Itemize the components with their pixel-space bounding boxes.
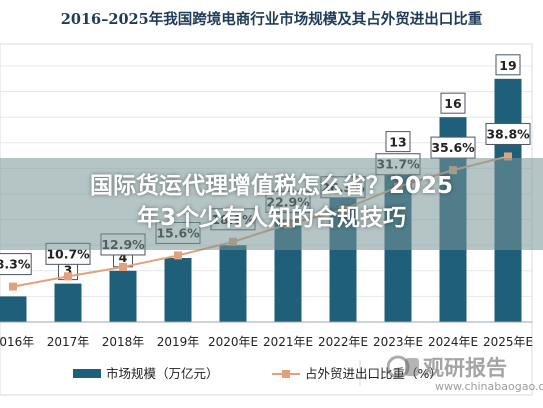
x-tick-label: 2024年E (428, 335, 478, 349)
bar-value-label: 3 (64, 263, 73, 278)
legend-bar-label: 市场规模（万亿元） (106, 366, 219, 381)
x-tick-label: 2019年 (157, 335, 200, 349)
bar-value-label: 4 (119, 250, 128, 265)
bar (0, 296, 27, 322)
legend-bar-swatch (73, 369, 101, 378)
bar (219, 245, 247, 322)
line-point (174, 251, 182, 260)
bar-value-label: 16 (444, 96, 462, 111)
bar-value-box (495, 54, 521, 76)
line-point (64, 272, 72, 281)
bar-value-label: 19 (499, 58, 516, 73)
bar-value-box (385, 131, 411, 153)
bar-value-box (440, 92, 466, 114)
bar (109, 270, 137, 322)
chart-title: 2016–2025年我国跨境电商行业市场规模及其占外贸进出口比重 (60, 11, 483, 28)
x-tick-label: 2022年E (318, 335, 368, 349)
line-value-box (0, 253, 32, 276)
x-tick-label: 2020年E (208, 335, 258, 349)
line-value-label: 8.3% (0, 257, 31, 272)
bar (54, 283, 82, 322)
x-tick-label: 2017年 (47, 335, 90, 349)
x-tick-label: 2025年E (483, 335, 533, 349)
line-value-box (485, 122, 531, 145)
legend-line-marker (282, 370, 290, 378)
watermark: 观研报告 www.chinabaogao.com (387, 352, 543, 398)
watermark-logo-icon (387, 355, 419, 379)
article-title-line-2: 年3个少有人知的合规技巧 (136, 205, 406, 231)
article-title: 国际货运代理增值税怎么省？2025 年3个少有人知的合规技巧 (0, 170, 543, 234)
article-title-banner (0, 158, 543, 250)
watermark-url: www.chinabaogao.com (435, 380, 543, 393)
x-tick-label: 2016年 (0, 335, 34, 349)
x-tick-label: 2023年E (373, 335, 423, 349)
bar (164, 258, 192, 322)
bar-value-label: 13 (389, 135, 406, 150)
watermark-text: 观研报告 (423, 356, 507, 380)
line-point (119, 262, 127, 271)
line-value-label: 38.8% (486, 126, 530, 141)
line-value-label: 35.6% (431, 140, 475, 155)
line-value-label: 10.7% (46, 246, 90, 261)
article-title-line-1: 国际货运代理增值税怎么省？2025 (89, 173, 453, 199)
line-point (9, 282, 17, 291)
line-point (504, 152, 512, 161)
x-tick-label: 2018年 (102, 335, 145, 349)
x-tick-label: 2021年E (263, 335, 313, 349)
